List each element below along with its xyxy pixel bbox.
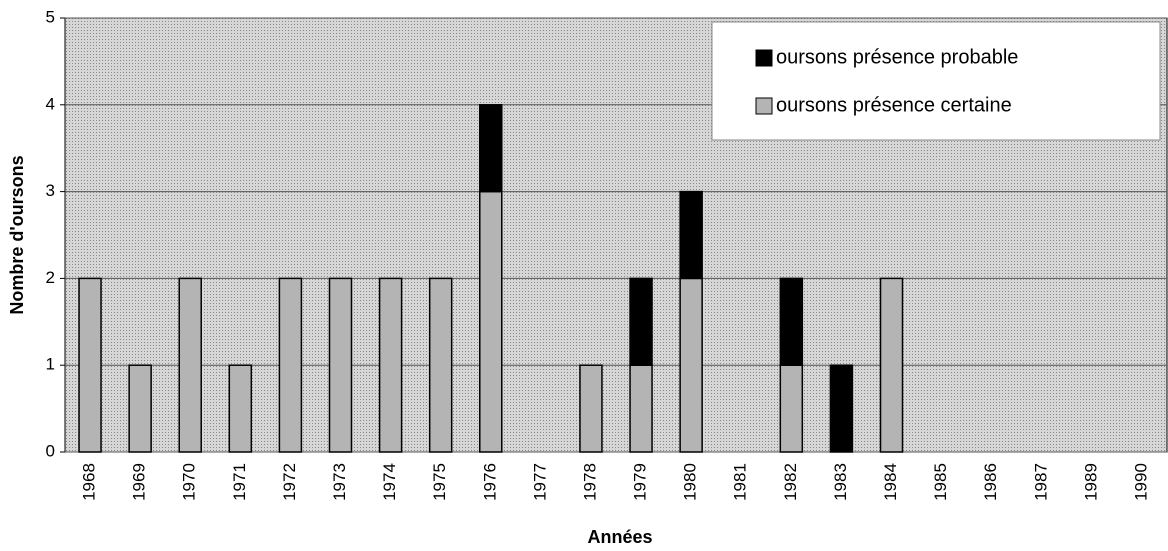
x-tick-label: 1981: [731, 463, 750, 501]
x-tick-label: 1987: [1031, 463, 1050, 501]
x-tick-label: 1990: [1131, 463, 1150, 501]
bar-segment: [479, 190, 503, 453]
x-tick-label: 1983: [831, 463, 850, 501]
bar-segment: [779, 364, 804, 453]
x-tick-label: 1970: [180, 463, 199, 501]
x-tick-label: 1975: [430, 463, 449, 501]
x-tick-label: 1980: [681, 463, 700, 501]
bar-segment: [78, 277, 102, 453]
bar-segment: [779, 277, 804, 366]
legend-label: oursons présence probable: [776, 46, 1018, 68]
bar-segment: [328, 277, 353, 453]
y-axis-label: Nombre d'oursons: [7, 155, 27, 314]
bar-segment: [629, 277, 653, 366]
legend-box: [711, 21, 1161, 141]
x-tick-label: 1985: [931, 463, 950, 501]
x-tick-label: 1974: [380, 463, 399, 501]
y-tick-label: 1: [46, 355, 55, 374]
bar-segment: [629, 364, 653, 453]
x-tick-label: 1971: [230, 463, 249, 501]
x-tick-label: 1979: [631, 463, 650, 501]
x-axis-label: Années: [587, 527, 652, 547]
x-tick-label: 1968: [80, 463, 99, 501]
y-tick-label: 2: [46, 268, 55, 287]
bar-segment: [679, 190, 703, 280]
bar-segment: [178, 277, 202, 453]
x-tick-label: 1984: [881, 463, 900, 501]
y-tick-label: 3: [46, 181, 55, 200]
bar-segment: [679, 277, 703, 453]
bar-segment: [378, 277, 403, 453]
legend-swatch: [755, 49, 773, 67]
bar-segment: [829, 364, 854, 453]
bar-segment: [879, 277, 904, 453]
x-tick-label: 1972: [280, 463, 299, 501]
x-tick-label: 1973: [330, 463, 349, 501]
bar-segment: [479, 104, 503, 193]
bar-segment: [128, 364, 152, 453]
x-tick-label: 1978: [580, 463, 599, 501]
x-tick-label: 1982: [781, 463, 800, 501]
bar-segment: [278, 277, 303, 453]
y-tick-label: 0: [46, 441, 55, 460]
legend-label: oursons présence certaine: [776, 94, 1012, 116]
x-tick-label: 1986: [981, 463, 1000, 501]
x-tick-label: 1989: [1081, 463, 1100, 501]
x-tick-label: 1969: [130, 463, 149, 501]
x-tick-label: 1976: [480, 463, 499, 501]
legend-swatch: [755, 97, 773, 115]
x-tick-label: 1977: [530, 463, 549, 501]
y-tick-label: 5: [46, 7, 55, 26]
bar-segment: [428, 277, 453, 453]
bar-segment: [579, 364, 603, 453]
bar-segment: [228, 364, 253, 453]
y-tick-label: 4: [46, 94, 55, 113]
